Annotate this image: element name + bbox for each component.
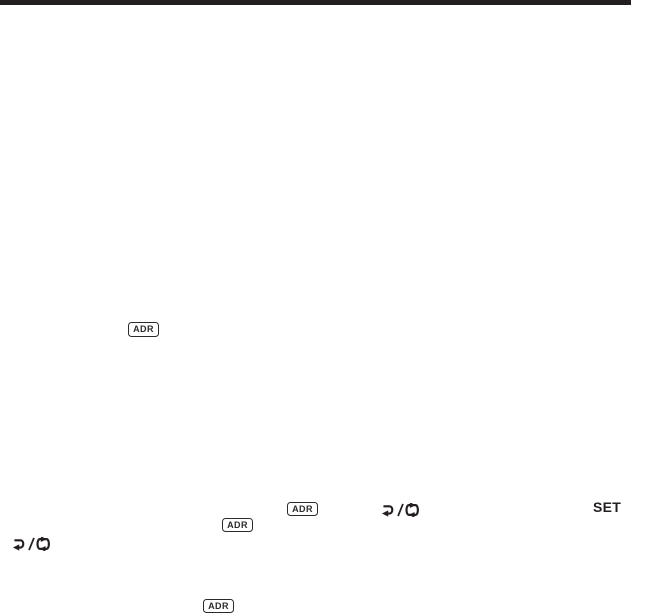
- top-rule-bar: [0, 0, 631, 5]
- adr-key-icon: ADR: [128, 322, 159, 337]
- adr-key-icon: ADR: [287, 502, 318, 516]
- loop-arrows-icon: [12, 537, 51, 551]
- loop-arrows-icon: [381, 503, 420, 517]
- adr-key-icon: ADR: [203, 599, 234, 613]
- adr-key-icon: ADR: [222, 518, 253, 532]
- set-key-label: SET: [593, 499, 622, 515]
